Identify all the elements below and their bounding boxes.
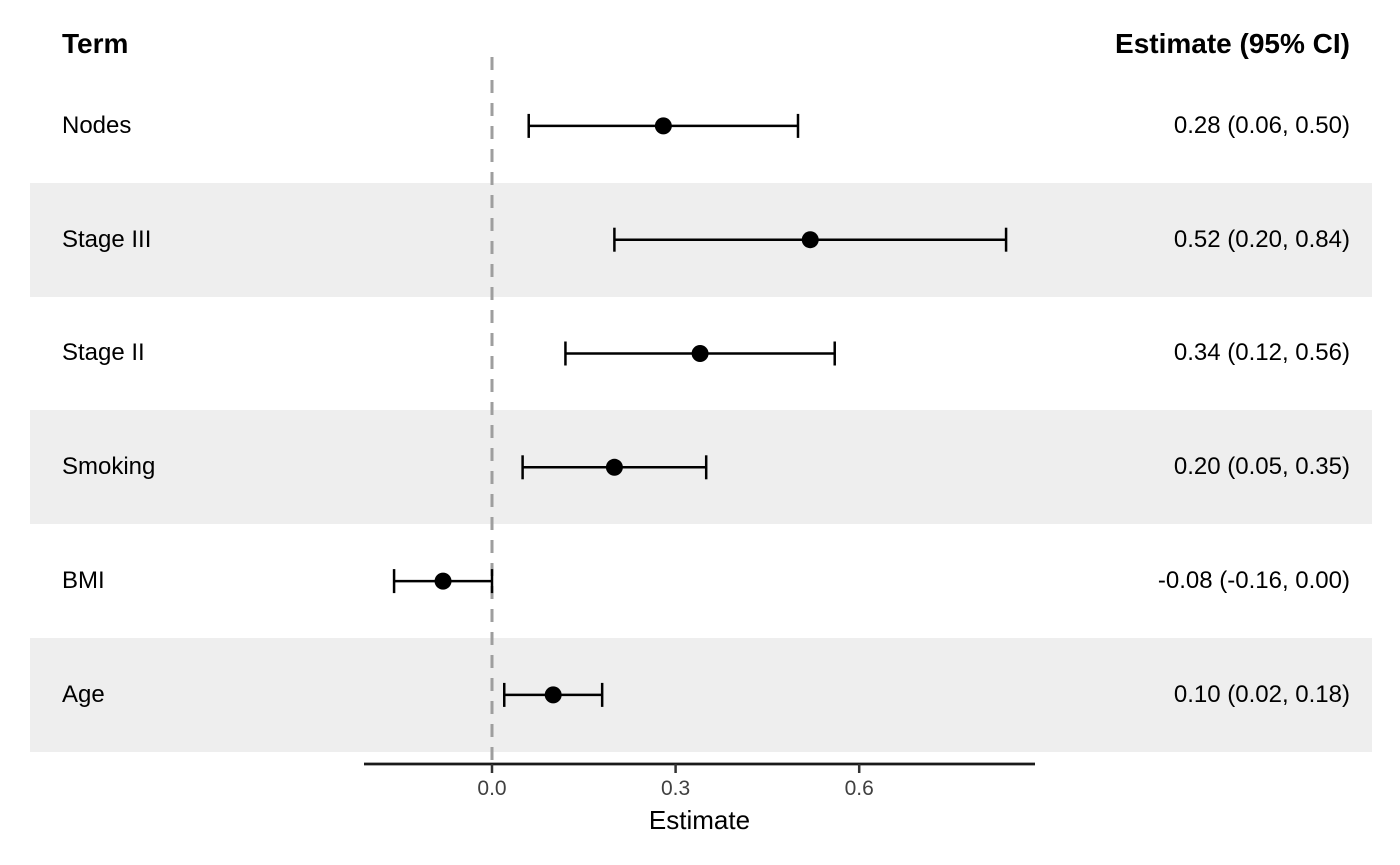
term-column-header: Term: [62, 28, 129, 59]
estimate-ci-label: -0.08 (-0.16, 0.00): [1157, 567, 1350, 595]
estimate-ci-label: 0.10 (0.02, 0.18): [1173, 680, 1350, 708]
forest-row-nodes: Nodes 0.28 (0.06, 0.50): [30, 69, 1372, 183]
x-axis-title: Estimate: [648, 805, 751, 835]
term-label: Smoking: [62, 453, 156, 481]
forest-row-age: Age 0.10 (0.02, 0.18): [30, 637, 1372, 752]
x-tick-label: 0.3: [660, 777, 691, 800]
column-headers: Term Estimate (95% CI): [30, 27, 1372, 61]
forest-row-stage-iii: Stage III 0.52 (0.20, 0.84): [30, 182, 1372, 297]
x-tick-label: 0.0: [477, 777, 507, 800]
estimate-ci-label: 0.34 (0.12, 0.56): [1173, 339, 1350, 367]
term-label: Stage II: [62, 339, 145, 367]
estimate-ci-label: 0.52 (0.20, 0.84): [1173, 225, 1350, 253]
estimate-ci-label: 0.20 (0.05, 0.35): [1173, 453, 1350, 481]
forest-rows: Nodes 0.28 (0.06, 0.50) Stage III 0.52 (…: [30, 69, 1372, 752]
forest-row-stage-ii: Stage II 0.34 (0.12, 0.56): [30, 297, 1372, 411]
term-label: Stage III: [62, 225, 152, 253]
forest-row-smoking: Smoking 0.20 (0.05, 0.35): [30, 410, 1372, 525]
estimate-ci-label: 0.28 (0.06, 0.50): [1173, 111, 1350, 139]
estimate-column-header: Estimate (95% CI): [1115, 28, 1350, 59]
forest-row-bmi: BMI -0.08 (-0.16, 0.00): [30, 524, 1372, 638]
term-label: Nodes: [62, 111, 132, 139]
term-label: Age: [62, 680, 105, 708]
term-label: BMI: [62, 567, 105, 595]
x-tick-label: 0.6: [844, 777, 874, 800]
